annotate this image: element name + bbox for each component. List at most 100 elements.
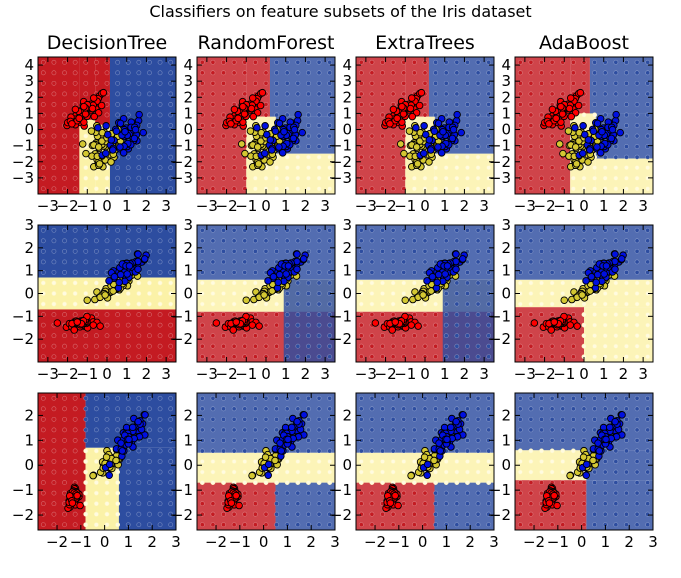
grid-dot: [306, 469, 311, 475]
grid-dot: [242, 291, 248, 296]
grid-dot: [221, 165, 226, 171]
grid-dot: [401, 427, 407, 433]
y-tick-label: 2: [501, 88, 511, 106]
y-tick-label: −2: [12, 330, 34, 348]
grid-dot: [443, 511, 449, 517]
grid-dot: [157, 448, 163, 454]
grid-dot: [274, 248, 280, 254]
grid-dot: [570, 259, 576, 265]
grid-dot: [592, 427, 598, 433]
grid-dot: [252, 490, 258, 496]
grid-dot: [62, 238, 67, 244]
grid-dot: [40, 165, 46, 171]
grid-dot: [295, 448, 301, 454]
grid-dot: [465, 291, 470, 296]
grid-dot: [358, 459, 364, 464]
x-tick-label: −2: [57, 197, 79, 215]
grid-dot: [634, 270, 640, 275]
grid-dot: [316, 522, 322, 528]
grid-dot: [624, 270, 629, 275]
grid-dot: [316, 112, 322, 118]
grid-dot: [274, 70, 280, 76]
training-point-blue: [293, 265, 301, 273]
y-tick-label: 1: [342, 431, 352, 449]
grid-dot: [284, 248, 290, 254]
training-point-red: [388, 326, 396, 334]
grid-dot: [327, 80, 333, 86]
grid-dot: [136, 280, 142, 286]
grid-dot: [613, 144, 619, 149]
grid-dot: [475, 427, 481, 433]
grid-dot: [93, 238, 99, 244]
grid-dot: [40, 270, 46, 275]
grid-dot: [560, 459, 566, 464]
grid-dot: [475, 322, 481, 328]
grid-dot: [433, 406, 439, 412]
training-point-yellow: [248, 471, 256, 480]
training-point-red: [391, 318, 400, 326]
grid-dot: [358, 343, 364, 349]
training-point-blue: [602, 435, 610, 444]
grid-dot: [549, 280, 555, 286]
grid-dot: [539, 448, 544, 454]
grid-dot: [602, 238, 608, 244]
grid-dot: [157, 354, 163, 360]
grid-dot: [592, 490, 598, 496]
grid-dot: [316, 501, 322, 507]
grid-dot: [539, 291, 544, 296]
grid-dot: [242, 91, 248, 97]
grid-dot: [645, 395, 651, 401]
grid-dot: [284, 70, 290, 76]
grid-dot: [327, 248, 333, 254]
grid-dot: [517, 354, 523, 360]
grid-dot: [624, 395, 629, 401]
grid-dot: [83, 248, 89, 254]
grid-dot: [549, 248, 555, 254]
grid-dot: [83, 406, 89, 412]
grid-dot: [528, 511, 534, 517]
grid-dot: [560, 175, 566, 181]
y-tick-label: 2: [342, 406, 352, 424]
grid-dot: [624, 438, 629, 443]
grid-dot: [465, 427, 470, 433]
grid-dot: [199, 259, 205, 265]
training-point-blue: [592, 278, 600, 287]
grid-dot: [210, 448, 216, 454]
grid-dot: [475, 102, 481, 107]
grid-dot: [443, 291, 449, 296]
grid-dot: [327, 123, 333, 128]
grid-dot: [422, 395, 428, 401]
grid-dot: [168, 59, 174, 65]
grid-dot: [369, 259, 375, 265]
training-point-blue: [94, 123, 102, 132]
training-point-blue: [441, 270, 449, 278]
grid-dot: [136, 312, 142, 317]
grid-dot: [592, 227, 598, 233]
grid-dot: [62, 416, 67, 422]
grid-dot: [147, 333, 152, 339]
grid-dot: [570, 416, 576, 422]
grid-dot: [390, 448, 396, 454]
grid-dot: [284, 301, 290, 307]
grid-dot: [369, 144, 375, 149]
training-point-yellow: [242, 296, 250, 304]
grid-dot: [486, 522, 492, 528]
grid-dot: [327, 459, 333, 464]
training-point-blue: [105, 471, 113, 480]
grid-dot: [486, 469, 492, 475]
grid-dot: [486, 354, 492, 360]
grid-dot: [157, 291, 163, 296]
grid-dot: [231, 406, 237, 412]
grid-dot: [51, 259, 57, 265]
grid-dot: [560, 522, 566, 528]
grid-dot: [581, 80, 587, 86]
grid-dot: [528, 291, 534, 296]
grid-dot: [465, 133, 470, 139]
grid-dot: [581, 301, 587, 307]
grid-dot: [327, 154, 333, 160]
grid-dot: [284, 165, 290, 171]
grid-dot: [231, 438, 237, 443]
training-point-red: [249, 112, 258, 121]
grid-dot: [51, 511, 57, 517]
grid-dot: [93, 501, 99, 507]
